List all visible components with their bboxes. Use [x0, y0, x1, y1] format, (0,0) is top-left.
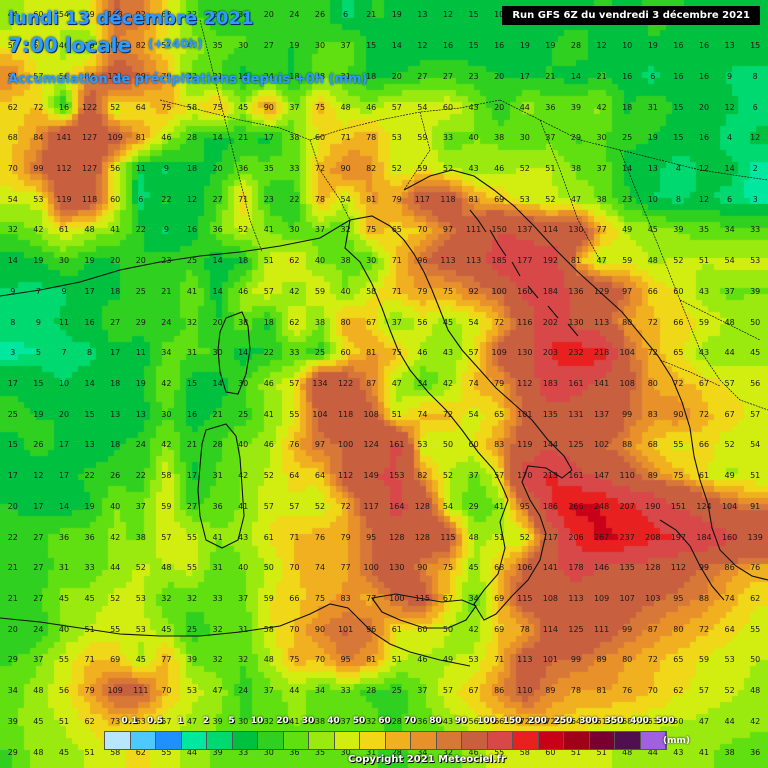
legend-swatch [334, 732, 360, 749]
legend-tick-label: 200 [528, 716, 547, 726]
legend-swatch [487, 732, 513, 749]
color-legend [104, 731, 667, 750]
legend-swatch [258, 732, 284, 749]
legend-swatch [105, 732, 131, 749]
legend-swatch [589, 732, 615, 749]
legend-tick-label: 10 [250, 716, 264, 726]
forecast-date: lundi 13 décembre 2021 [8, 8, 254, 29]
run-info: Run GFS 6Z du vendredi 3 décembre 2021 [502, 6, 760, 25]
legend-swatch [513, 732, 539, 749]
legend-swatch [181, 732, 207, 749]
legend-swatch [640, 732, 666, 749]
legend-tick-label: 90 [454, 716, 468, 726]
legend-tick-label: 40 [327, 716, 340, 726]
legend-swatch [130, 732, 156, 749]
legend-unit: (mm) [663, 736, 690, 746]
legend-swatch [411, 732, 437, 749]
legend-tick-label: 500 [655, 716, 675, 726]
legend-swatch [462, 732, 488, 749]
legend-tick-label: 300 [579, 716, 598, 726]
legend-tick-label: 100 [477, 716, 496, 726]
forecast-offset: (+240h) [148, 37, 203, 51]
legend-tick-label: 30 [301, 716, 315, 726]
legend-swatch [283, 732, 309, 749]
legend-swatch [156, 732, 182, 749]
legend-swatch [564, 732, 590, 749]
legend-swatch [360, 732, 386, 749]
map-subtitle: Accumulation de précipitations depuis +0… [8, 72, 368, 87]
legend-tick-label: 400 [630, 716, 649, 726]
legend-tick-label: 150 [502, 716, 522, 726]
legend-swatch [385, 732, 411, 749]
legend-swatch [207, 732, 233, 749]
legend-tick-label: 60 [378, 716, 391, 726]
legend-swatch [615, 732, 641, 749]
legend-swatch [309, 732, 335, 749]
legend-tick-label: 1 [177, 716, 184, 726]
legend-swatch [538, 732, 564, 749]
forecast-time: 7:00 locale [8, 33, 132, 57]
legend-tick-label: 350 [604, 716, 624, 726]
legend-tick-label: 20 [276, 716, 289, 726]
legend-swatch [436, 732, 462, 749]
legend-tick-label: 5 [228, 716, 235, 726]
legend-swatch [232, 732, 258, 749]
legend-tick-label: 250 [553, 716, 573, 726]
copyright-notice: Copyright 2021 Meteociel.fr [348, 754, 506, 765]
legend-tick-label: 0.1 [121, 716, 138, 726]
legend-tick-label: 80 [429, 716, 442, 726]
legend-tick-label: 0.5 [147, 716, 163, 726]
legend-tick-label: 50 [352, 716, 366, 726]
legend-tick-labels: 0.1 0.5 1 2 5 10 20 30 40 50 60 70 80 90 100 150 200 250 3… [104, 716, 675, 728]
legend-tick-label: 2 [202, 716, 210, 726]
legend-tick-label: 70 [403, 716, 417, 726]
